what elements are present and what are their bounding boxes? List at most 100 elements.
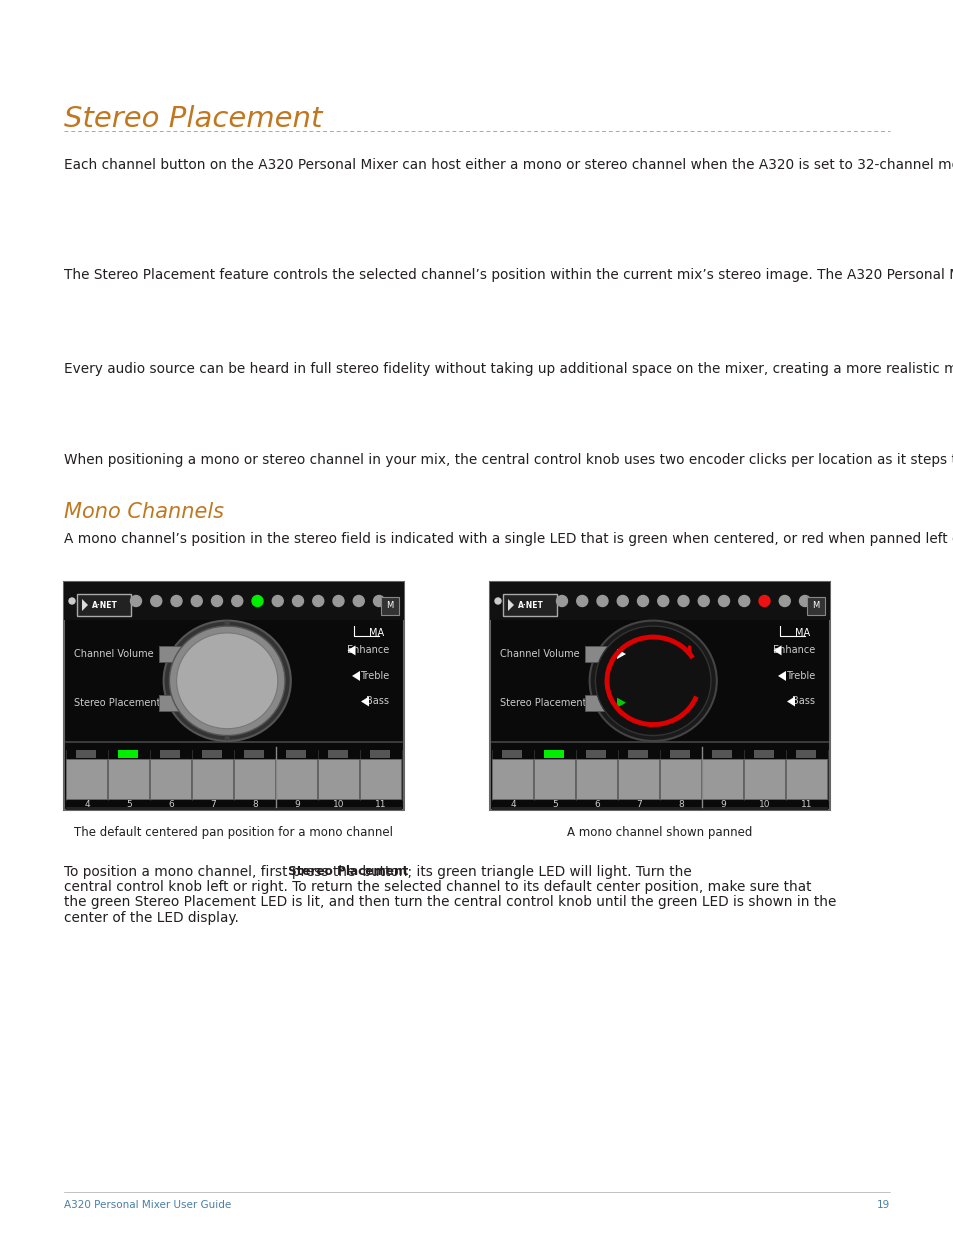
FancyBboxPatch shape bbox=[785, 760, 826, 799]
Circle shape bbox=[225, 621, 229, 625]
Text: 7: 7 bbox=[636, 800, 641, 809]
Circle shape bbox=[495, 598, 500, 604]
FancyBboxPatch shape bbox=[743, 760, 784, 799]
Ellipse shape bbox=[176, 632, 277, 729]
Polygon shape bbox=[786, 697, 794, 706]
Bar bbox=[370, 750, 390, 758]
Text: Mono Channels: Mono Channels bbox=[64, 501, 224, 522]
Polygon shape bbox=[617, 650, 625, 659]
FancyBboxPatch shape bbox=[66, 760, 107, 799]
Circle shape bbox=[293, 595, 303, 606]
Text: 8: 8 bbox=[678, 800, 683, 809]
Text: Stereo Placement: Stereo Placement bbox=[499, 698, 586, 708]
Text: 9: 9 bbox=[294, 800, 299, 809]
Text: Bass: Bass bbox=[791, 697, 814, 706]
Polygon shape bbox=[773, 646, 781, 656]
Circle shape bbox=[353, 595, 364, 606]
FancyBboxPatch shape bbox=[806, 597, 824, 615]
Bar bbox=[159, 646, 187, 662]
Circle shape bbox=[597, 595, 607, 606]
Text: Stereo Placement: Stereo Placement bbox=[64, 105, 322, 133]
Polygon shape bbox=[778, 671, 785, 680]
Bar bbox=[286, 750, 306, 758]
Bar bbox=[490, 582, 829, 810]
Circle shape bbox=[779, 595, 789, 606]
FancyBboxPatch shape bbox=[192, 760, 233, 799]
Text: MA: MA bbox=[369, 629, 384, 638]
Text: To position a mono channel, first press the: To position a mono channel, first press … bbox=[64, 864, 359, 879]
Circle shape bbox=[698, 595, 708, 606]
Circle shape bbox=[657, 595, 668, 606]
Circle shape bbox=[374, 595, 384, 606]
Bar bbox=[76, 750, 96, 758]
Text: Treble: Treble bbox=[359, 671, 389, 680]
Circle shape bbox=[232, 595, 242, 606]
Circle shape bbox=[212, 595, 222, 606]
Circle shape bbox=[759, 595, 769, 606]
Ellipse shape bbox=[595, 626, 710, 736]
FancyBboxPatch shape bbox=[77, 594, 131, 616]
Circle shape bbox=[617, 595, 628, 606]
Text: button; its green triangle LED will light. Turn the: button; its green triangle LED will ligh… bbox=[357, 864, 691, 879]
Text: The Stereo Placement feature controls the selected channel’s position within the: The Stereo Placement feature controls th… bbox=[64, 268, 953, 282]
Polygon shape bbox=[82, 599, 88, 611]
Bar bbox=[118, 750, 138, 758]
Text: 5: 5 bbox=[552, 800, 558, 809]
FancyBboxPatch shape bbox=[150, 760, 191, 799]
Polygon shape bbox=[360, 697, 369, 706]
Text: Channel Volume: Channel Volume bbox=[74, 650, 153, 659]
FancyBboxPatch shape bbox=[576, 760, 617, 799]
Circle shape bbox=[171, 595, 182, 606]
Text: center of the LED display.: center of the LED display. bbox=[64, 910, 238, 925]
Text: central control knob left or right. To return the selected channel to its defaul: central control knob left or right. To r… bbox=[64, 881, 811, 894]
Circle shape bbox=[333, 595, 344, 606]
Text: M: M bbox=[812, 601, 819, 610]
Polygon shape bbox=[352, 671, 359, 680]
Text: Channel Volume: Channel Volume bbox=[499, 650, 579, 659]
Circle shape bbox=[556, 595, 567, 606]
FancyBboxPatch shape bbox=[359, 760, 400, 799]
Bar bbox=[584, 695, 613, 710]
Circle shape bbox=[738, 595, 749, 606]
Text: Treble: Treble bbox=[785, 671, 814, 680]
Bar bbox=[501, 750, 521, 758]
Text: 8: 8 bbox=[252, 800, 257, 809]
Text: MA: MA bbox=[794, 629, 809, 638]
FancyBboxPatch shape bbox=[317, 760, 358, 799]
Bar bbox=[64, 582, 403, 810]
Bar bbox=[202, 750, 222, 758]
FancyBboxPatch shape bbox=[380, 597, 398, 615]
Circle shape bbox=[637, 595, 648, 606]
Text: 10: 10 bbox=[333, 800, 344, 809]
Text: Stereo Placement: Stereo Placement bbox=[288, 864, 408, 878]
Text: 10: 10 bbox=[759, 800, 770, 809]
Bar bbox=[543, 750, 563, 758]
Text: 9: 9 bbox=[720, 800, 725, 809]
Polygon shape bbox=[191, 650, 200, 659]
Text: Enhance: Enhance bbox=[346, 646, 389, 656]
Bar bbox=[585, 750, 605, 758]
Text: The default centered pan position for a mono channel: The default centered pan position for a … bbox=[74, 826, 393, 839]
Circle shape bbox=[191, 595, 202, 606]
Bar bbox=[490, 582, 829, 620]
Circle shape bbox=[252, 595, 263, 606]
FancyBboxPatch shape bbox=[108, 760, 149, 799]
Bar bbox=[627, 750, 647, 758]
Circle shape bbox=[577, 595, 587, 606]
Text: 5: 5 bbox=[126, 800, 132, 809]
Polygon shape bbox=[191, 698, 200, 708]
Circle shape bbox=[225, 736, 229, 740]
Text: A·NET: A·NET bbox=[517, 600, 543, 610]
Ellipse shape bbox=[589, 621, 716, 741]
Bar bbox=[159, 695, 187, 710]
Bar bbox=[753, 750, 773, 758]
Bar bbox=[711, 750, 731, 758]
Bar bbox=[160, 750, 180, 758]
Bar bbox=[492, 806, 827, 810]
Text: the green Stereo Placement LED is lit, and then turn the central control knob un: the green Stereo Placement LED is lit, a… bbox=[64, 895, 836, 909]
Text: A mono channel’s position in the stereo field is indicated with a single LED tha: A mono channel’s position in the stereo … bbox=[64, 532, 953, 546]
Text: A·NET: A·NET bbox=[91, 600, 118, 610]
FancyBboxPatch shape bbox=[502, 594, 557, 616]
FancyBboxPatch shape bbox=[659, 760, 700, 799]
Ellipse shape bbox=[164, 621, 291, 741]
